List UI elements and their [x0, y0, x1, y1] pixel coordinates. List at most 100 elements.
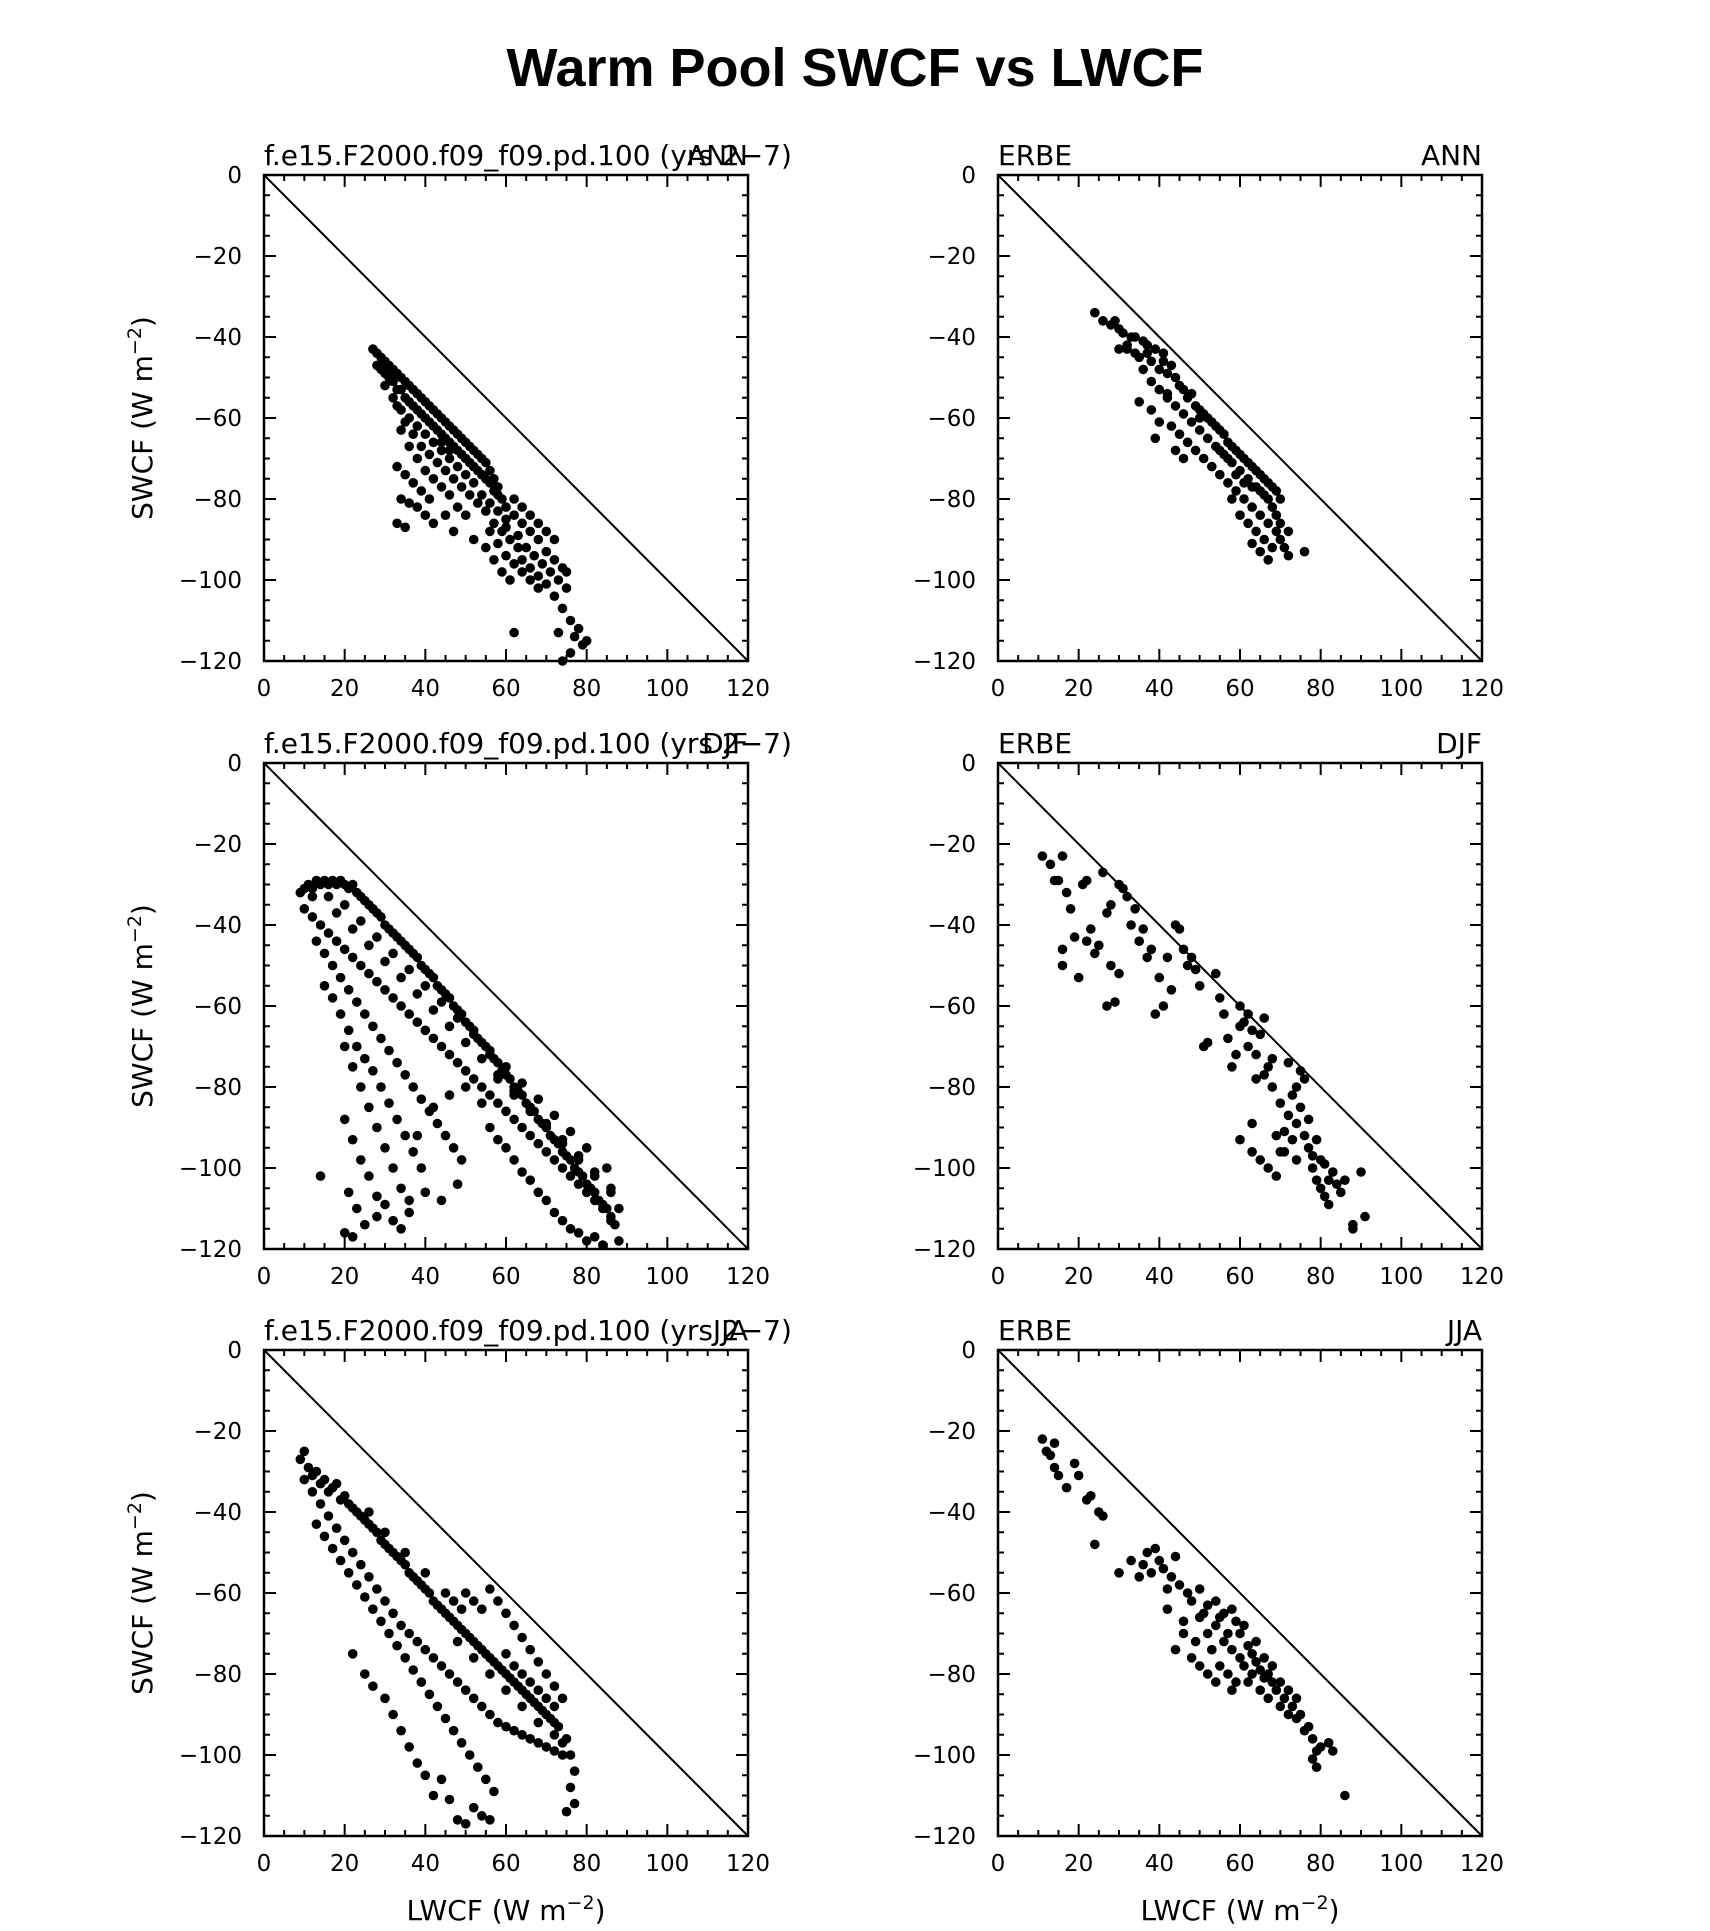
- scatter-point: [1053, 1470, 1064, 1481]
- scatter-point: [1150, 344, 1161, 354]
- scatter-point: [1122, 891, 1132, 902]
- scatter-point: [485, 1122, 495, 1133]
- scatter-points: [368, 344, 592, 666]
- scatter-point: [589, 1167, 600, 1177]
- scatter-point: [1275, 1701, 1286, 1712]
- scatter-point: [1263, 1693, 1273, 1704]
- scatter-point: [1263, 1163, 1273, 1173]
- x-tick-label: 60: [1225, 676, 1254, 702]
- scatter-point: [533, 1187, 544, 1198]
- scatter-point: [376, 1033, 386, 1044]
- scatter-point: [1271, 1130, 1282, 1141]
- scatter-point: [1211, 968, 1221, 979]
- x-tick-label: 120: [726, 676, 770, 702]
- scatter-point: [368, 1021, 378, 1032]
- scatter-point: [412, 502, 423, 512]
- scatter-point: [1037, 1434, 1048, 1444]
- scatter-point: [1219, 429, 1229, 440]
- scatter-point: [307, 883, 318, 894]
- scatter-point: [420, 413, 431, 423]
- scatter-point: [509, 1155, 519, 1165]
- scatter-point: [380, 985, 390, 995]
- scatter-point: [1174, 429, 1185, 440]
- scatter-point: [1255, 546, 1265, 557]
- scatter-point: [468, 1596, 479, 1606]
- scatter-point: [589, 1195, 600, 1206]
- scatter-point: [352, 1580, 362, 1590]
- scatter-point: [541, 546, 552, 557]
- scatter-point: [1231, 1049, 1241, 1060]
- scatter-point: [468, 478, 479, 488]
- scatter-point: [1098, 1511, 1108, 1521]
- scatter-point: [1170, 372, 1181, 383]
- y-tick-label: −120: [913, 1237, 976, 1263]
- y-axis-label: SWCF (W m−2): [124, 904, 159, 1108]
- scatter-point: [477, 1811, 487, 1821]
- scatter-point: [1303, 1143, 1314, 1153]
- x-tick-label: 80: [572, 1264, 601, 1290]
- scatter-point: [428, 437, 439, 448]
- y-tick-label: −80: [927, 1075, 976, 1101]
- scatter-panel-3: 0 20 40 60 80 100 120 0 −20 −40 −60 −80 −100 −120 f.e1…: [124, 727, 792, 1290]
- scatter-point: [549, 1207, 560, 1218]
- scatter-point: [509, 1114, 519, 1125]
- scatter-point: [493, 1070, 503, 1080]
- scatter-point: [468, 1029, 479, 1040]
- scatter-point: [1263, 1062, 1273, 1072]
- scatter-point: [1356, 1167, 1366, 1177]
- scatter-point: [299, 904, 310, 914]
- scatter-point: [1106, 900, 1116, 910]
- scatter-point: [1263, 555, 1273, 565]
- scatter-point: [299, 1474, 310, 1485]
- scatter-point: [1275, 534, 1286, 545]
- y-tick-label: −60: [193, 994, 242, 1020]
- scatter-point: [412, 1017, 423, 1027]
- scatter-point: [311, 1466, 322, 1477]
- scatter-point: [432, 1118, 443, 1129]
- scatter-point: [327, 1543, 338, 1554]
- scatter-point: [404, 441, 415, 452]
- scatter-point: [1182, 960, 1193, 971]
- scatter-point: [1114, 968, 1124, 979]
- scatter-point: [428, 421, 439, 431]
- scatter-point: [1110, 316, 1120, 326]
- scatter-point: [549, 1730, 560, 1740]
- scatter-point: [1162, 1604, 1173, 1614]
- y-tick-label: −20: [193, 832, 242, 858]
- scatter-point: [1251, 1636, 1261, 1647]
- scatter-point: [477, 490, 487, 500]
- scatter-point: [581, 1143, 592, 1153]
- scatter-point: [319, 948, 330, 959]
- scatter-point: [533, 1094, 544, 1104]
- panel-title-left: f.e15.F2000.f09_f09.pd.100 (yrs 2−7): [264, 139, 792, 172]
- scatter-point: [424, 1689, 435, 1700]
- scatter-point: [501, 1685, 511, 1695]
- panel-title-left: f.e15.F2000.f09_f09.pd.100 (yrs 2−7): [264, 727, 792, 760]
- scatter-point: [444, 1090, 455, 1100]
- scatter-point: [1098, 867, 1108, 878]
- scatter-point: [1126, 920, 1136, 930]
- scatter-point: [416, 1677, 427, 1687]
- y-tick-label: −120: [179, 649, 242, 675]
- scatter-point: [1311, 1134, 1322, 1145]
- scatter-point: [1243, 518, 1253, 529]
- scatter-point: [1279, 1126, 1290, 1137]
- scatter-point: [1328, 1167, 1338, 1177]
- scatter-point: [1223, 453, 1233, 464]
- scatter-point: [505, 575, 515, 585]
- scatter-point: [460, 1588, 471, 1598]
- scatter-point: [1202, 1600, 1213, 1610]
- scatter-point: [460, 469, 471, 480]
- x-tick-label: 60: [1225, 1264, 1254, 1290]
- scatter-point: [517, 518, 527, 529]
- scatter-point: [1235, 510, 1245, 520]
- scatter-point: [1142, 1547, 1152, 1558]
- scatter-point: [1271, 526, 1282, 537]
- scatter-point: [517, 1122, 527, 1133]
- scatter-point: [380, 1199, 390, 1210]
- scatter-point: [1219, 1009, 1229, 1019]
- scatter-point: [1275, 1098, 1286, 1108]
- scatter-point: [372, 976, 382, 987]
- scatter-points: [295, 1446, 580, 1829]
- scatter-point: [1194, 413, 1205, 423]
